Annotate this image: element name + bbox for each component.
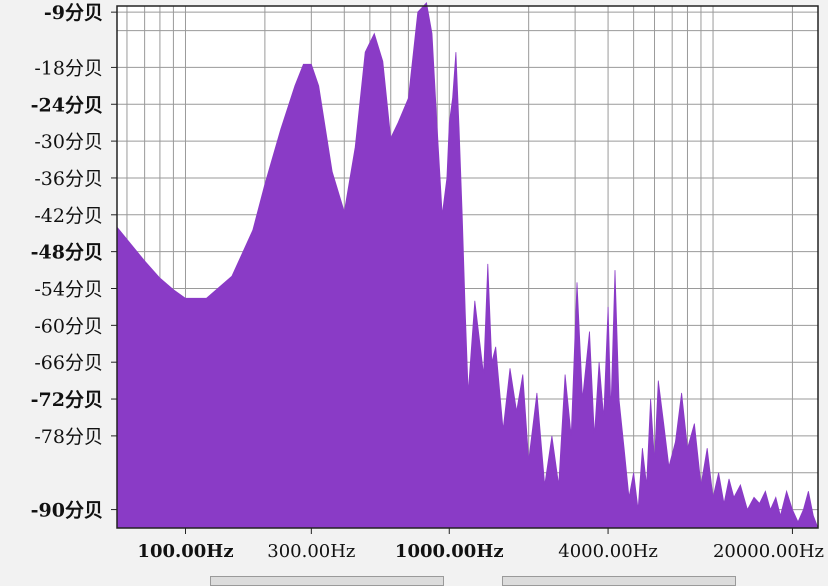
y-tick-label: -30分贝: [34, 131, 103, 153]
y-tick-label: -9分贝: [44, 2, 103, 24]
y-tick-label: -54分贝: [34, 278, 103, 300]
y-tick-label: -48分贝: [31, 242, 103, 264]
spectrum-area: [116, 2, 819, 529]
y-tick-label: -18分贝: [34, 57, 103, 79]
x-tick-label: 4000.00Hz: [558, 541, 658, 562]
zoom-control-right[interactable]: [502, 576, 736, 586]
y-tick-label: -36分贝: [34, 168, 103, 190]
zoom-control-left[interactable]: [210, 576, 444, 586]
y-tick-label: -66分贝: [34, 352, 103, 374]
x-tick-label: 20000.00Hz: [713, 541, 824, 562]
y-tick-label: -24分贝: [31, 94, 103, 116]
y-tick-label: -90分贝: [31, 500, 103, 522]
y-tick-label: -78分贝: [34, 426, 103, 448]
y-tick-label: -42分贝: [34, 205, 103, 227]
plot-frame: [116, 5, 819, 529]
x-tick-label: 100.00Hz: [137, 541, 233, 562]
x-tick-label: 1000.00Hz: [395, 541, 504, 562]
y-tick-label: -60分贝: [34, 315, 103, 337]
x-tick-label: 300.00Hz: [267, 541, 355, 562]
y-tick-label: -72分贝: [31, 389, 103, 411]
